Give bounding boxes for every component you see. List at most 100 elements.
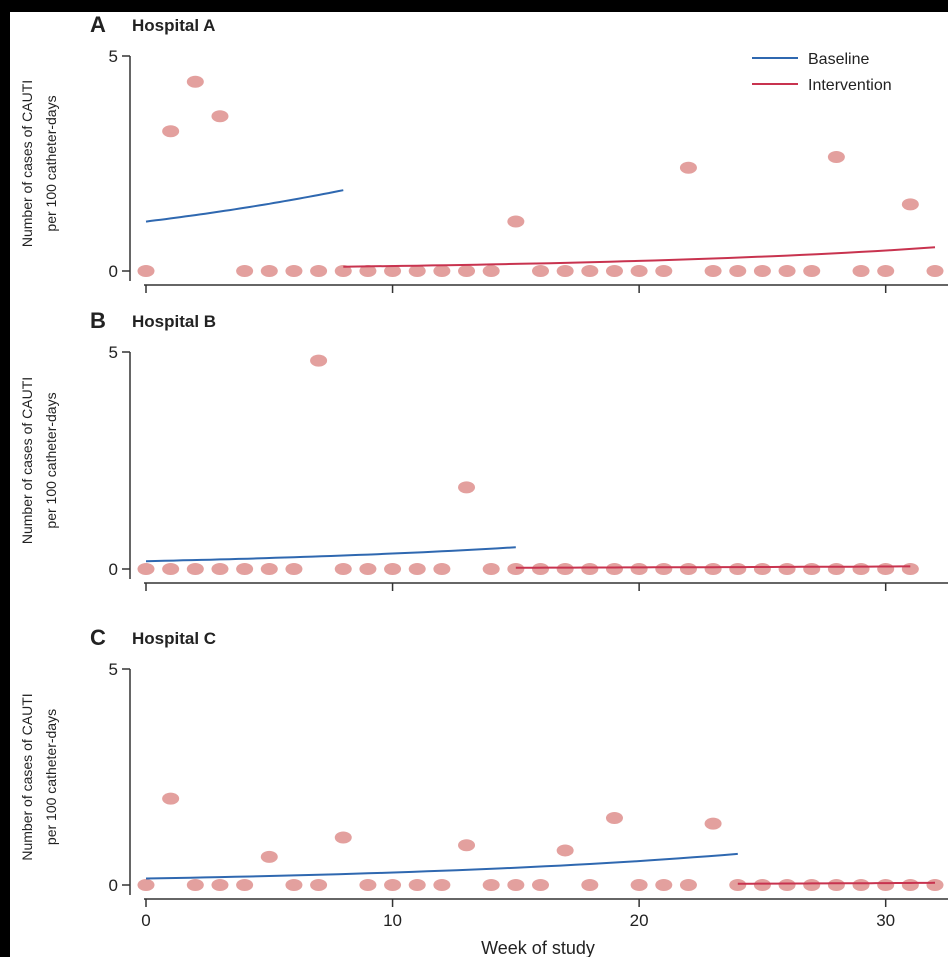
data-point-c: [605, 812, 623, 825]
data-point-b: [186, 563, 204, 575]
data-point-c: [507, 879, 525, 891]
data-point-a: [630, 265, 648, 277]
data-point-a: [334, 265, 352, 277]
x-tick-label-c: 10: [383, 911, 402, 930]
x-axis-label: Week of study: [481, 938, 595, 957]
data-point-c: [310, 879, 328, 891]
y-tick-label-a: 5: [109, 47, 118, 66]
x-tick-label-c: 20: [630, 911, 649, 930]
data-point-a: [137, 265, 155, 277]
data-point-b: [852, 563, 870, 575]
series-line-baseline-a: [145, 189, 344, 223]
panel-letter-a: A: [90, 12, 106, 37]
data-point-b: [877, 563, 895, 575]
data-point-b: [630, 563, 648, 575]
data-point-a: [926, 265, 944, 277]
data-point-c: [753, 879, 771, 891]
data-point-c: [877, 879, 895, 891]
data-point-c: [137, 879, 155, 891]
data-point-a: [532, 265, 549, 277]
data-point-c: [482, 879, 500, 891]
data-point-c: [260, 850, 278, 863]
data-point-a: [852, 265, 870, 277]
chart-figure: A Hospital A 0 5 Number of cases of CAUTI per…: [10, 12, 948, 957]
data-point-a: [408, 265, 426, 277]
data-point-c: [827, 879, 845, 891]
data-point-b: [137, 563, 155, 575]
data-point-a: [507, 215, 525, 228]
data-point-a: [655, 265, 673, 277]
panel-letter-b: B: [90, 308, 106, 333]
data-point-c: [285, 879, 303, 891]
data-point-a: [704, 265, 722, 277]
data-point-b: [655, 563, 673, 575]
data-point-c: [926, 879, 944, 891]
data-point-b: [285, 563, 303, 575]
data-point-c: [532, 879, 549, 891]
data-point-a: [310, 265, 328, 277]
data-point-c: [186, 879, 204, 891]
data-point-a: [211, 110, 229, 123]
data-point-c: [458, 839, 476, 852]
y-tick-label-c: 0: [109, 876, 118, 895]
y-tick-label-b: 5: [109, 343, 118, 362]
data-point-b: [803, 563, 821, 575]
data-point-a: [679, 161, 697, 174]
data-point-b: [605, 563, 623, 575]
data-point-c: [803, 879, 821, 891]
data-point-b: [753, 563, 771, 575]
data-point-a: [458, 265, 476, 277]
data-point-b: [211, 563, 229, 575]
data-point-b: [507, 563, 525, 575]
series-line-baseline-c: [145, 852, 738, 880]
data-point-a: [285, 265, 303, 277]
data-point-b: [384, 563, 402, 575]
data-point-c: [852, 879, 870, 891]
data-point-a: [260, 265, 278, 277]
data-point-c: [334, 831, 352, 844]
data-point-b: [334, 563, 352, 575]
data-point-c: [433, 879, 451, 891]
data-point-a: [877, 265, 895, 277]
data-point-c: [679, 879, 697, 891]
data-point-c: [408, 879, 426, 891]
y-axis-label-b: Number of cases of CAUTI: [19, 377, 35, 544]
data-point-c: [556, 844, 574, 857]
data-point-b: [901, 563, 919, 575]
data-point-c: [359, 879, 377, 891]
y-axis-label-a: per 100 catheter-days: [43, 95, 59, 231]
series-line-intervention-a: [343, 246, 936, 268]
chart-svg: A Hospital A 0 5 Number of cases of CAUTI per…: [19, 12, 948, 957]
data-point-a: [236, 265, 254, 277]
data-point-b: [260, 563, 278, 575]
panel-letter-c: C: [90, 625, 106, 650]
series-line-baseline-b: [145, 546, 516, 563]
data-point-b: [532, 563, 549, 575]
y-tick-label-b: 0: [109, 560, 118, 579]
y-axis-label-c: per 100 catheter-days: [43, 709, 59, 845]
data-point-b: [162, 563, 180, 575]
data-point-b: [556, 563, 574, 575]
data-point-a: [581, 265, 599, 277]
data-point-c: [778, 879, 796, 891]
data-point-b: [236, 563, 254, 575]
y-tick-label-a: 0: [109, 262, 118, 281]
data-point-a: [482, 265, 500, 277]
data-point-b: [359, 563, 377, 575]
x-tick-label-c: 0: [141, 911, 150, 930]
data-point-c: [704, 817, 722, 830]
series-line-intervention-b: [515, 565, 911, 569]
data-point-a: [778, 265, 796, 277]
data-point-c: [630, 879, 648, 891]
data-point-a: [433, 265, 451, 277]
data-point-c: [729, 879, 747, 891]
data-point-c: [384, 879, 402, 891]
y-axis-label-a: Number of cases of CAUTI: [19, 80, 35, 247]
data-point-a: [827, 151, 845, 164]
data-point-a: [901, 198, 919, 211]
data-point-b: [581, 563, 599, 575]
legend-baseline-label: Baseline: [808, 51, 869, 68]
data-point-a: [556, 265, 574, 277]
legend-intervention-label: Intervention: [808, 77, 892, 94]
data-point-a: [162, 125, 180, 138]
